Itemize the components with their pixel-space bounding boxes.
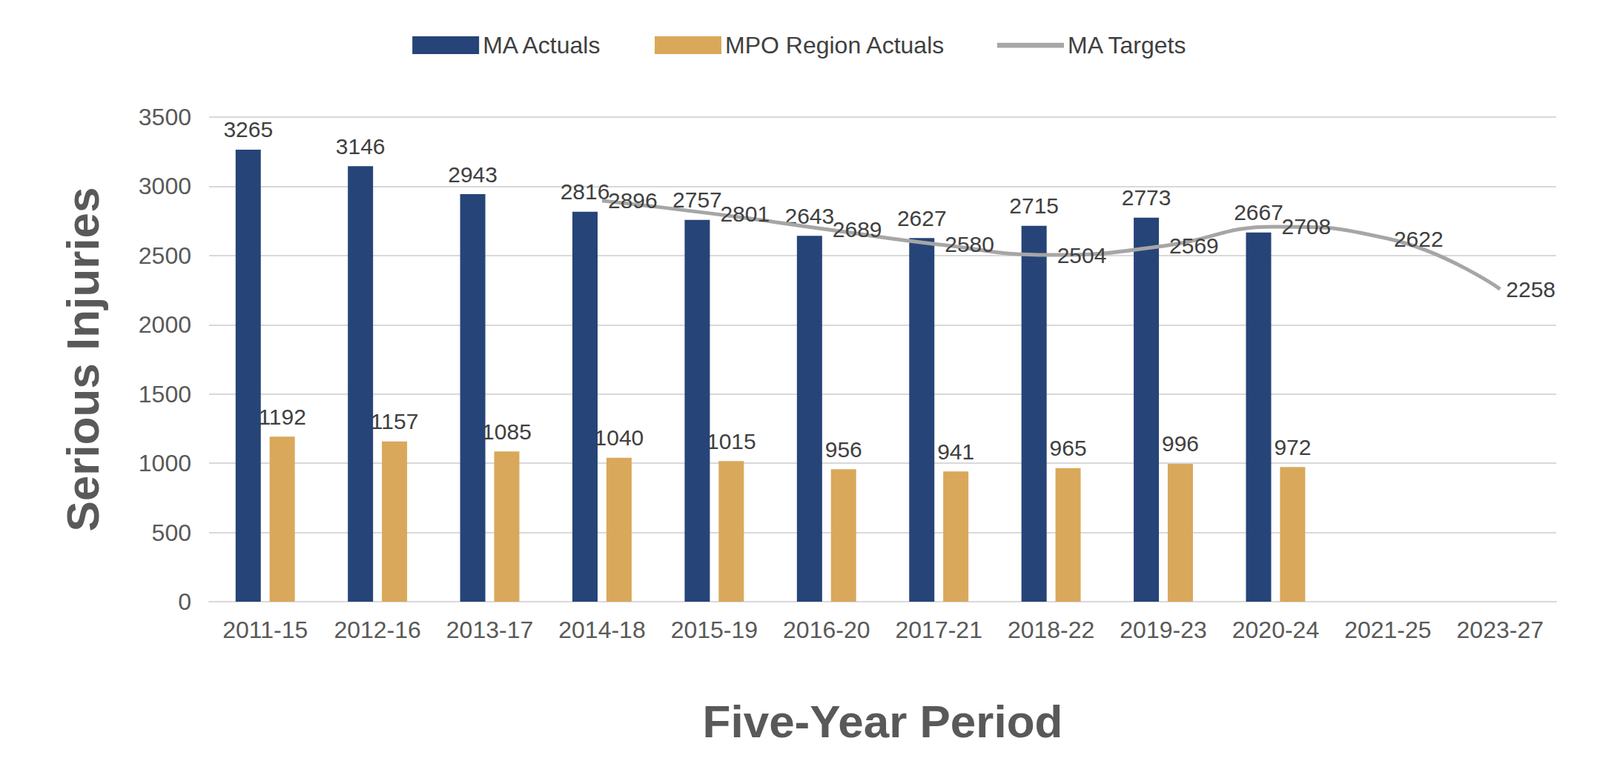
svg-text:2258: 2258 [1505, 277, 1556, 302]
svg-text:2622: 2622 [1393, 226, 1444, 252]
svg-text:2580: 2580 [944, 232, 995, 257]
svg-text:1015: 1015 [706, 429, 757, 454]
svg-text:2019-23: 2019-23 [1119, 616, 1207, 644]
svg-text:Five-Year Period: Five-Year Period [702, 696, 1064, 748]
svg-text:3000: 3000 [138, 172, 192, 200]
svg-text:1085: 1085 [481, 419, 532, 445]
svg-text:1192: 1192 [258, 404, 307, 430]
svg-text:2504: 2504 [1057, 243, 1107, 268]
svg-text:2943: 2943 [447, 162, 498, 187]
svg-text:2020-24: 2020-24 [1232, 616, 1319, 644]
svg-text:3146: 3146 [335, 134, 386, 159]
svg-text:2017-21: 2017-21 [894, 616, 982, 644]
svg-text:2801: 2801 [719, 201, 770, 227]
svg-text:2773: 2773 [1121, 185, 1172, 210]
svg-text:2627: 2627 [897, 206, 947, 231]
svg-text:2715: 2715 [1009, 193, 1059, 218]
svg-text:3500: 3500 [138, 103, 192, 131]
svg-text:965: 965 [1049, 435, 1087, 461]
svg-text:1157: 1157 [370, 409, 419, 434]
svg-text:941: 941 [937, 439, 975, 465]
svg-text:2643: 2643 [784, 203, 835, 229]
svg-text:2021-25: 2021-25 [1344, 616, 1431, 644]
svg-text:2757: 2757 [672, 187, 723, 213]
svg-text:996: 996 [1161, 431, 1199, 456]
svg-text:2016-20: 2016-20 [782, 616, 870, 644]
svg-text:500: 500 [151, 519, 192, 547]
svg-text:2500: 2500 [138, 242, 192, 270]
svg-text:2689: 2689 [832, 217, 883, 242]
svg-text:2000: 2000 [138, 311, 192, 339]
svg-text:1040: 1040 [594, 425, 645, 451]
svg-text:2018-22: 2018-22 [1007, 616, 1095, 644]
svg-text:MA Targets: MA Targets [1067, 31, 1186, 59]
svg-text:3265: 3265 [223, 117, 273, 142]
svg-text:2708: 2708 [1281, 214, 1331, 239]
svg-text:MPO Region Actuals: MPO Region Actuals [725, 31, 944, 59]
svg-text:2014-18: 2014-18 [558, 616, 646, 644]
svg-text:2816: 2816 [560, 179, 610, 205]
svg-text:2013-17: 2013-17 [446, 616, 534, 644]
svg-text:2015-19: 2015-19 [670, 616, 758, 644]
svg-text:972: 972 [1273, 435, 1311, 460]
svg-text:1500: 1500 [138, 381, 192, 408]
svg-text:2012-16: 2012-16 [333, 616, 421, 644]
svg-text:2023-27: 2023-27 [1456, 616, 1544, 644]
svg-text:Serious Injuries: Serious Injuries [57, 186, 109, 532]
svg-text:MA Actuals: MA Actuals [482, 31, 600, 59]
svg-text:2569: 2569 [1169, 233, 1219, 259]
svg-text:2011-15: 2011-15 [222, 616, 308, 644]
svg-text:2896: 2896 [607, 188, 658, 213]
svg-text:2667: 2667 [1233, 200, 1284, 225]
svg-text:0: 0 [177, 588, 192, 616]
svg-text:1000: 1000 [138, 450, 192, 477]
svg-text:956: 956 [825, 437, 863, 462]
